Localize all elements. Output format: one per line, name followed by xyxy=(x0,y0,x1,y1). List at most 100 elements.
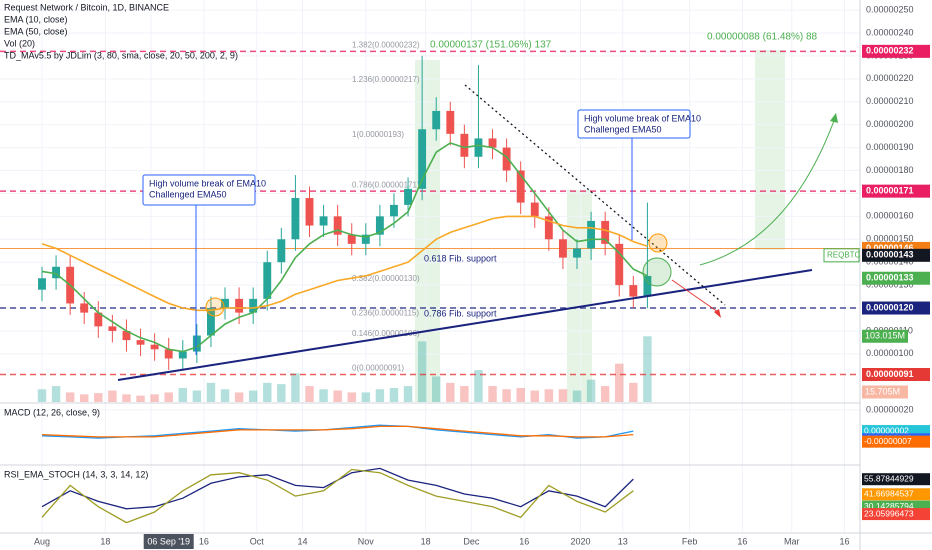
candle-body xyxy=(390,204,398,217)
indicator-line xyxy=(41,468,634,524)
chart-title: Request Network / Bitcoin, 1D, BINANCE xyxy=(4,2,169,12)
candle-body xyxy=(418,129,427,189)
candle-body xyxy=(544,216,553,240)
y-tick-label: 0.00000250 xyxy=(866,4,914,14)
candle-body xyxy=(615,243,624,286)
arrow-head xyxy=(830,113,838,123)
price-label-bg xyxy=(862,367,930,381)
projection-arrow xyxy=(699,117,836,266)
highlight-circle xyxy=(642,257,672,287)
candle-body xyxy=(347,234,356,244)
value-marker-label: 55.87844929 xyxy=(864,473,914,483)
price-label: 0.00000143 xyxy=(866,250,914,260)
volume-bar xyxy=(94,393,103,402)
y-tick-label: 0.00000160 xyxy=(866,211,914,221)
value-marker xyxy=(862,473,930,486)
volume-bar xyxy=(516,387,525,402)
volume-bar xyxy=(164,392,173,402)
resistance-line xyxy=(464,84,726,306)
fib-label: 1.382(0.00000232) xyxy=(352,40,420,49)
marks-layer xyxy=(38,55,652,524)
price-label-bg xyxy=(862,301,930,315)
candle-body xyxy=(629,285,638,297)
y-tick-label: 0.00000200 xyxy=(866,119,914,129)
volume-bar xyxy=(474,370,483,402)
candle-body xyxy=(80,303,89,313)
symbol-label-bg xyxy=(823,248,860,263)
y-tick-label: 0.00000150 xyxy=(866,234,914,244)
candle-body xyxy=(38,278,46,290)
candle-body xyxy=(319,216,328,226)
candle-body xyxy=(178,351,187,359)
crosshair-label-bg xyxy=(143,534,194,549)
volume-marker xyxy=(862,385,908,399)
y-tick-label: 0.00000100 xyxy=(866,348,914,358)
fib-label: 1(0.00000193) xyxy=(352,130,404,139)
x-tick-label: 18 xyxy=(421,536,431,546)
candle-body xyxy=(446,110,455,134)
pane-title: RSI_EMA_STOCH (14, 3, 3, 14, 12) xyxy=(4,469,148,479)
candle-body xyxy=(460,133,469,157)
volume-bar xyxy=(136,395,145,402)
candle-body xyxy=(263,262,272,299)
price-label-bg xyxy=(862,184,930,198)
volume-bar xyxy=(558,389,568,402)
candle-body xyxy=(375,216,384,235)
legend-entry: EMA (10, close) xyxy=(4,14,68,24)
volume-bar xyxy=(403,386,413,402)
value-marker-label: -0.00000007 xyxy=(864,436,912,446)
callout-box xyxy=(142,174,256,206)
candle-body xyxy=(108,326,117,331)
x-tick-label: 16 xyxy=(737,536,747,546)
callout-text: High volume break of EMA10 xyxy=(584,113,701,123)
ema-line xyxy=(41,142,648,353)
candle-body xyxy=(573,248,581,258)
candle-body xyxy=(249,298,258,313)
value-marker xyxy=(862,508,930,521)
volume-bar xyxy=(629,382,638,402)
volume-bar xyxy=(347,392,356,402)
volume-bar xyxy=(502,389,511,402)
volume-bar xyxy=(291,373,300,402)
arrow xyxy=(671,279,719,313)
symbol-label: REQBTC xyxy=(827,250,861,259)
volume-bar xyxy=(80,394,89,402)
x-tick-label: 16 xyxy=(840,536,850,546)
candle-body xyxy=(136,340,145,345)
x-tick-label: 14 xyxy=(297,536,307,546)
annotation: 0.00000088 (61.48%) 88 xyxy=(707,32,818,43)
price-label: 0.00000133 xyxy=(866,273,914,283)
volume-bar xyxy=(220,389,230,402)
volume-bar xyxy=(51,386,61,402)
x-tick-label: Feb xyxy=(682,536,698,546)
x-tick-label: Aug xyxy=(34,536,50,546)
volume-marker-label: 103.015M xyxy=(865,331,905,341)
volume-marker-label: 15.705M xyxy=(865,386,900,396)
legend-entry: TD_MAv5.5 by JDLim (3, 80, sma, close, 2… xyxy=(4,50,238,60)
candle-body xyxy=(221,298,229,309)
volume-bar xyxy=(248,390,258,402)
callout-text: High volume break of EMA10 xyxy=(149,178,266,188)
candle-body xyxy=(207,308,215,336)
x-tick-label: 16 xyxy=(519,536,529,546)
indicator-line xyxy=(41,425,634,438)
candle-body xyxy=(516,170,525,203)
volume-bar xyxy=(586,379,596,402)
projection-zone xyxy=(755,50,785,250)
volume-bar xyxy=(333,390,342,402)
price-label-bg xyxy=(862,271,930,285)
candle-body xyxy=(291,198,300,240)
y-tick-label: 0.00000020 xyxy=(866,404,914,414)
volume-bar xyxy=(431,376,441,402)
callout-text: Challenged EMA50 xyxy=(584,124,662,134)
value-marker xyxy=(862,500,930,513)
volume-bar xyxy=(488,386,497,402)
callout-box xyxy=(577,109,691,139)
callout-text: Challenged EMA50 xyxy=(149,189,227,199)
x-tick-label: 18 xyxy=(100,536,110,546)
price-label: 0.00000120 xyxy=(866,302,914,312)
x-tick-label: Dec xyxy=(463,536,480,546)
fib-label: 0.382(0.00000130) xyxy=(352,274,420,283)
candle-body xyxy=(192,335,201,352)
